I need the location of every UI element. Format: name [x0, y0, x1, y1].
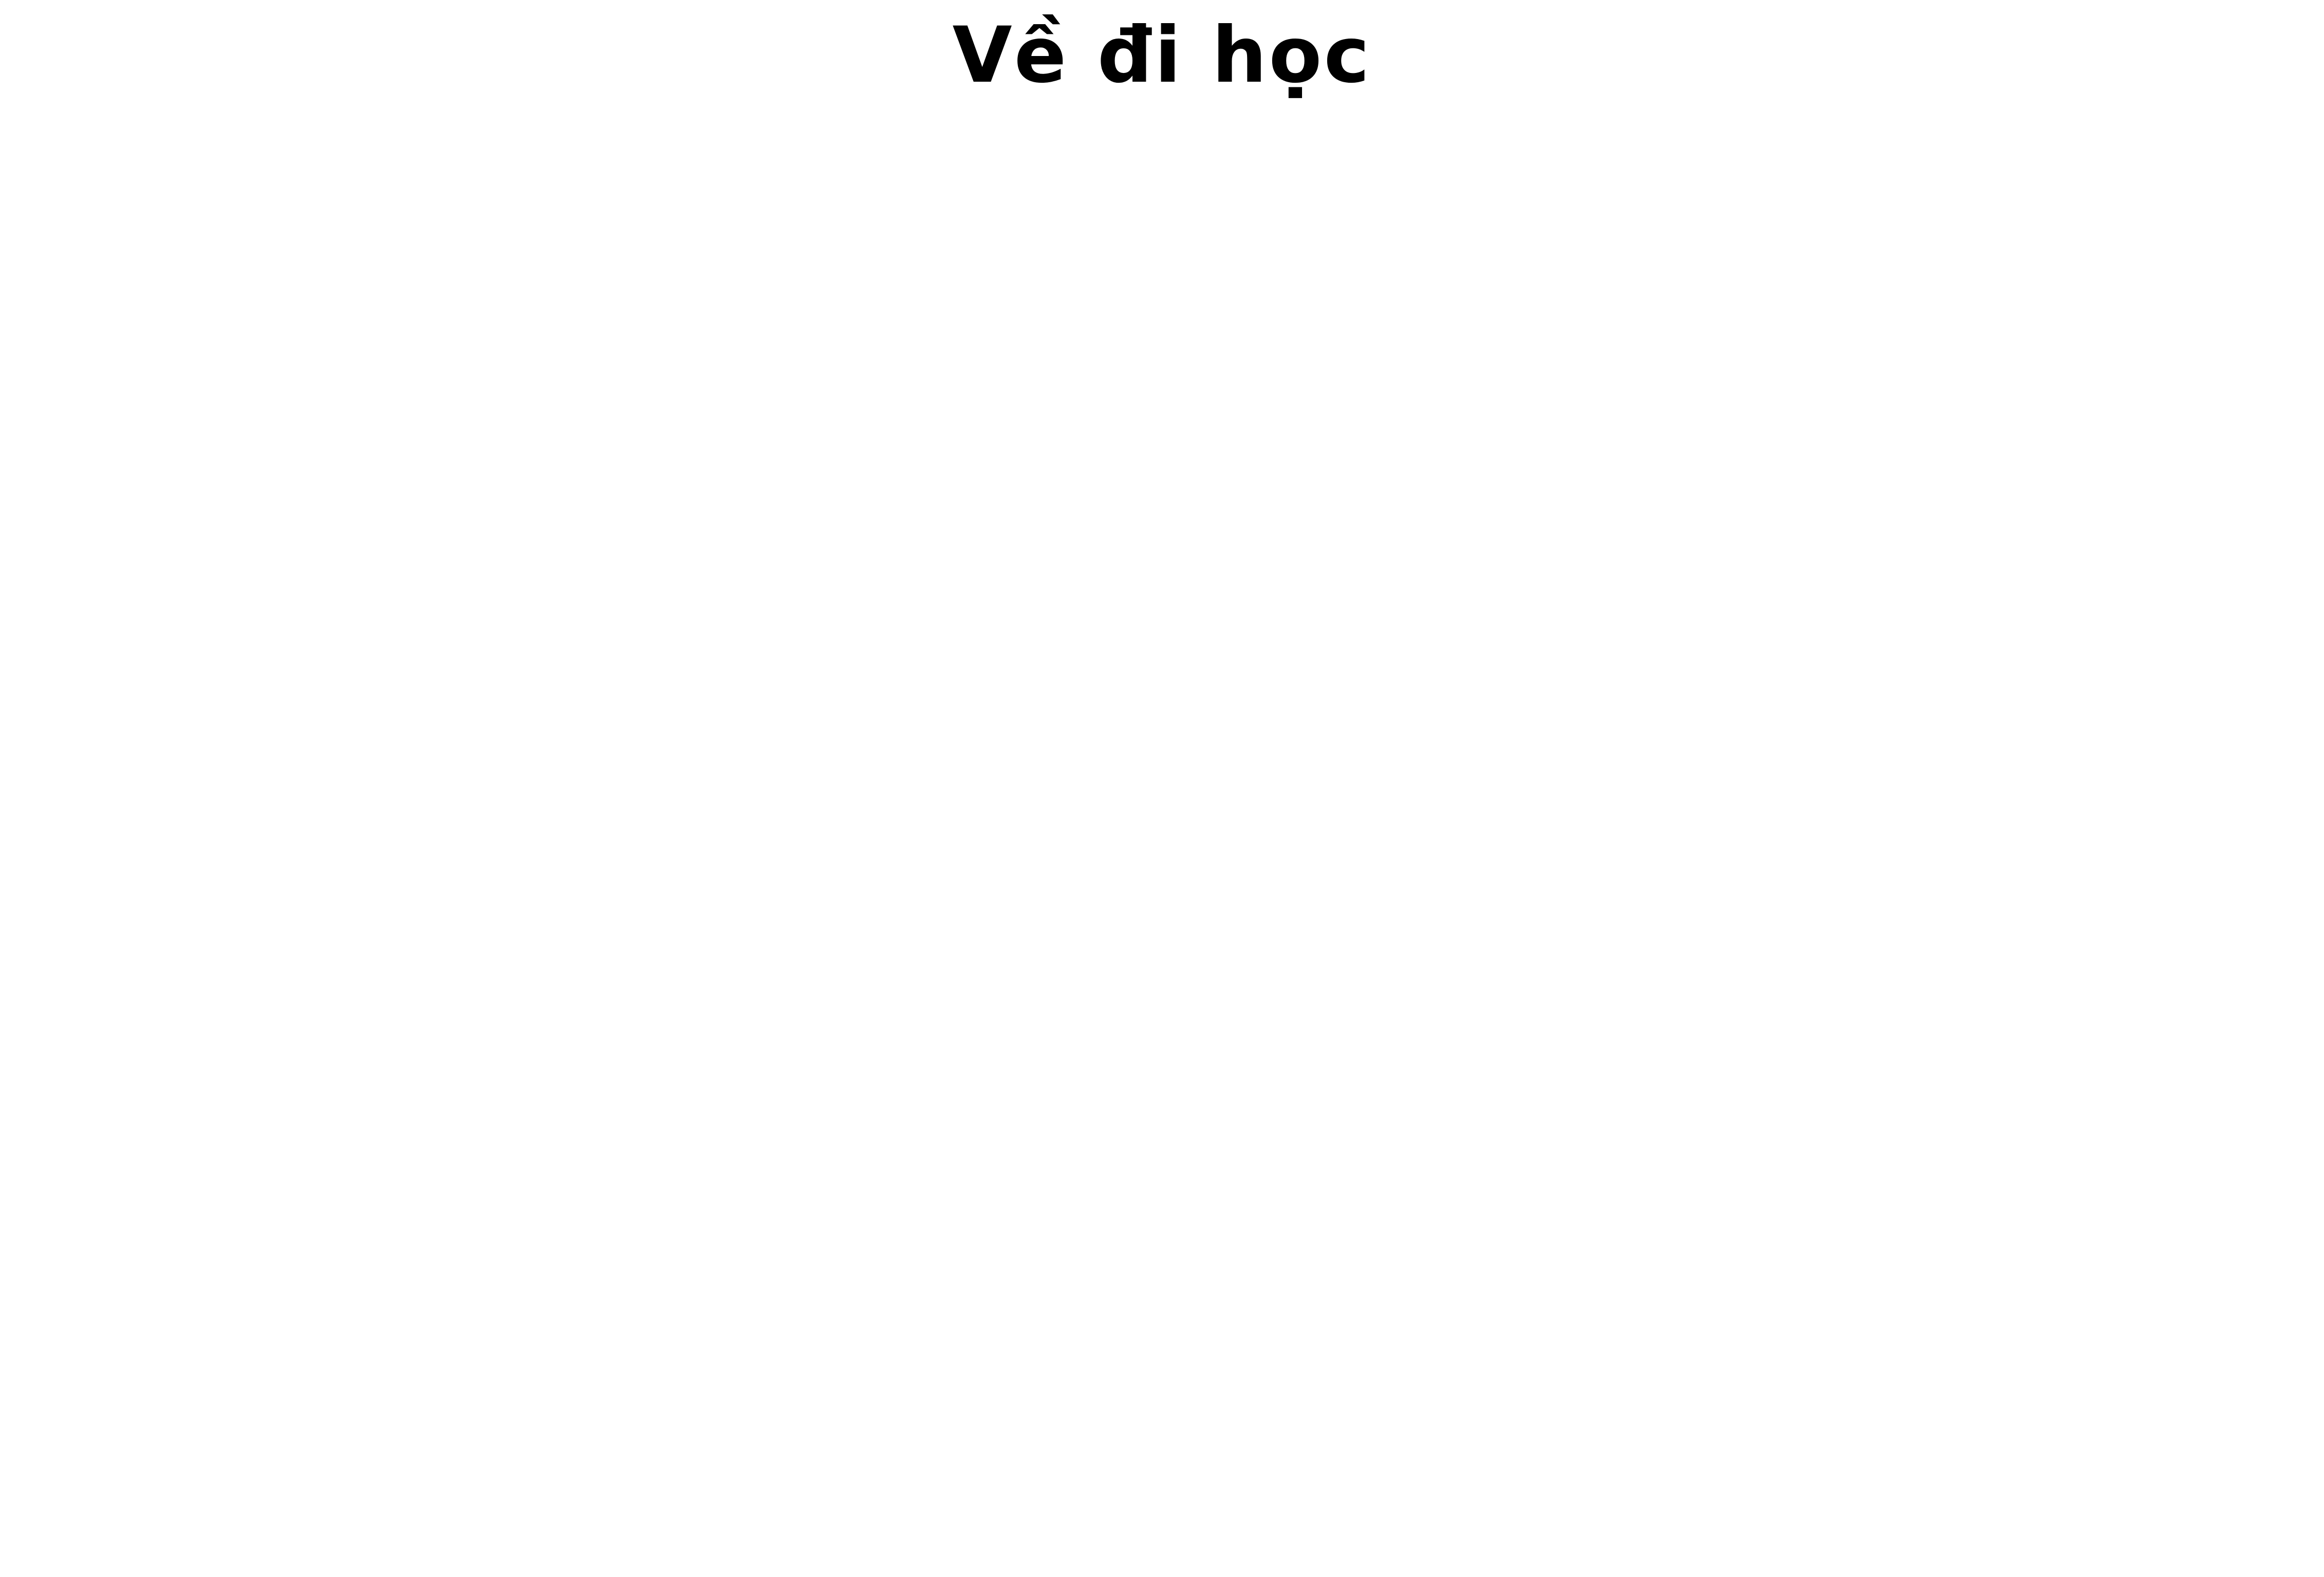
- page-title: Về đi học: [952, 11, 1372, 100]
